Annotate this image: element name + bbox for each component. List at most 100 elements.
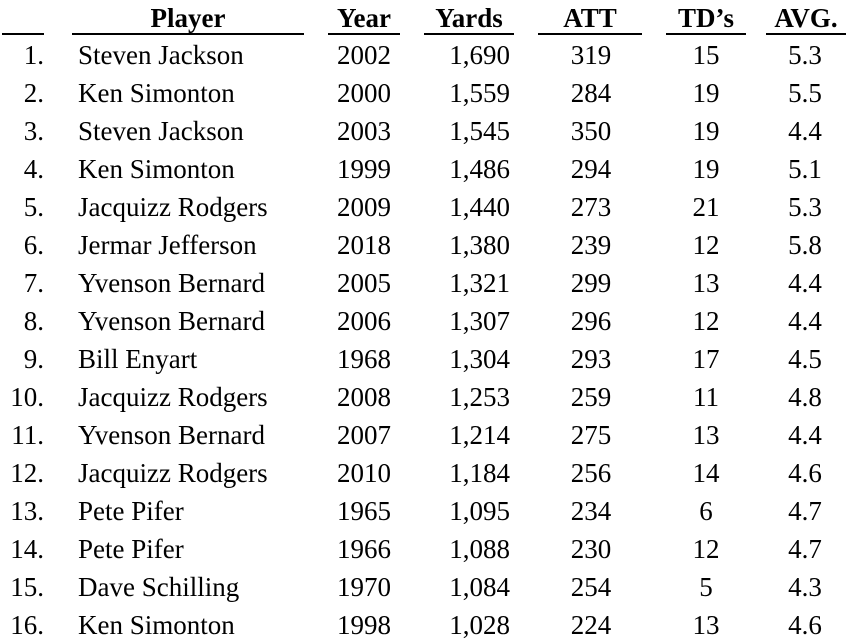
td-cell: 14 <box>692 458 720 488</box>
avg-cell: 4.8 <box>788 382 822 412</box>
player-cell: Steven Jackson <box>78 40 244 70</box>
player-cell: Jermar Jefferson <box>78 230 257 260</box>
rank-cell: 6. <box>23 230 44 260</box>
avg-cell: 5.3 <box>788 192 822 222</box>
player-cell: Steven Jackson <box>78 116 244 146</box>
table-row: 3. Steven Jackson 2003 1,545 350 19 4.4 <box>0 112 851 150</box>
yards-cell: 1,307 <box>449 306 510 336</box>
att-cell: 273 <box>570 192 612 222</box>
yards-cell: 1,690 <box>449 40 510 70</box>
player-cell: Ken Simonton <box>78 78 235 108</box>
table-row: 8. Yvenson Bernard 2006 1,307 296 12 4.4 <box>0 302 851 340</box>
yards-cell: 1,559 <box>449 78 510 108</box>
year-cell: 2008 <box>337 382 391 412</box>
yards-cell: 1,545 <box>449 116 510 146</box>
td-cell: 12 <box>692 306 720 336</box>
rank-header-underline <box>2 33 44 35</box>
td-cell: 21 <box>692 192 720 222</box>
att-cell: 239 <box>570 230 612 260</box>
player-cell: Bill Enyart <box>78 344 198 374</box>
avg-header: AVG. <box>774 3 838 33</box>
table-row: 1. Steven Jackson 2002 1,690 319 15 5.3 <box>0 36 851 74</box>
rank-cell: 2. <box>23 78 44 108</box>
year-cell: 2005 <box>337 268 391 298</box>
td-cell: 6 <box>699 496 713 526</box>
avg-cell: 4.7 <box>788 534 822 564</box>
yards-cell: 1,321 <box>449 268 510 298</box>
rank-cell: 13. <box>10 496 44 526</box>
avg-cell: 4.4 <box>788 116 822 146</box>
year-cell: 2006 <box>337 306 391 336</box>
table-row: 16. Ken Simonton 1998 1,028 224 13 4.6 <box>0 606 851 644</box>
att-header-underline <box>538 33 642 35</box>
yards-cell: 1,084 <box>449 572 510 602</box>
year-cell: 1965 <box>337 496 391 526</box>
player-header-underline <box>72 33 304 35</box>
yards-header: Yards <box>435 3 503 33</box>
avg-cell: 5.8 <box>788 230 822 260</box>
att-cell: 224 <box>570 610 612 640</box>
rank-cell: 12. <box>10 458 44 488</box>
yards-cell: 1,486 <box>449 154 510 184</box>
td-cell: 13 <box>692 268 720 298</box>
att-cell: 293 <box>570 344 612 374</box>
avg-cell: 5.1 <box>788 154 822 184</box>
rank-cell: 11. <box>11 420 44 450</box>
table-row: 2. Ken Simonton 2000 1,559 284 19 5.5 <box>0 74 851 112</box>
rank-cell: 14. <box>10 534 44 564</box>
avg-cell: 5.5 <box>788 78 822 108</box>
td-cell: 5 <box>699 572 713 602</box>
year-cell: 2002 <box>337 40 391 70</box>
td-cell: 15 <box>692 40 720 70</box>
rank-cell: 5. <box>23 192 44 222</box>
table-row: 5. Jacquizz Rodgers 2009 1,440 273 21 5.3 <box>0 188 851 226</box>
player-cell: Yvenson Bernard <box>78 306 265 336</box>
rank-cell: 16. <box>10 610 44 640</box>
att-cell: 284 <box>570 78 612 108</box>
avg-cell: 4.5 <box>788 344 822 374</box>
table-row: 11. Yvenson Bernard 2007 1,214 275 13 4.4 <box>0 416 851 454</box>
table-row: 14. Pete Pifer 1966 1,088 230 12 4.7 <box>0 530 851 568</box>
player-cell: Yvenson Bernard <box>78 268 265 298</box>
table-row: 13. Pete Pifer 1965 1,095 234 6 4.7 <box>0 492 851 530</box>
rank-cell: 10. <box>10 382 44 412</box>
player-cell: Jacquizz Rodgers <box>78 192 268 222</box>
table-row: 12. Jacquizz Rodgers 2010 1,184 256 14 4.6 <box>0 454 851 492</box>
td-header: TD’s <box>677 3 734 33</box>
year-cell: 1968 <box>337 344 391 374</box>
td-cell: 13 <box>692 610 720 640</box>
player-cell: Jacquizz Rodgers <box>78 382 268 412</box>
rank-cell: 15. <box>10 572 44 602</box>
att-cell: 275 <box>570 420 612 450</box>
rank-cell: 4. <box>23 154 44 184</box>
player-cell: Pete Pifer <box>78 534 184 564</box>
yards-cell: 1,253 <box>449 382 510 412</box>
att-cell: 350 <box>570 116 612 146</box>
att-cell: 296 <box>570 306 612 336</box>
td-cell: 13 <box>692 420 720 450</box>
player-cell: Ken Simonton <box>78 610 235 640</box>
td-header-underline <box>666 33 746 35</box>
avg-cell: 4.7 <box>788 496 822 526</box>
td-cell: 19 <box>692 116 720 146</box>
avg-cell: 5.3 <box>788 40 822 70</box>
table-row: 15. Dave Schilling 1970 1,084 254 5 4.3 <box>0 568 851 606</box>
avg-cell: 4.4 <box>788 420 822 450</box>
td-cell: 12 <box>692 230 720 260</box>
rank-cell: 9. <box>23 344 44 374</box>
avg-cell: 4.6 <box>788 458 822 488</box>
year-cell: 2003 <box>337 116 391 146</box>
rank-cell: 7. <box>23 268 44 298</box>
year-cell: 2000 <box>337 78 391 108</box>
player-cell: Pete Pifer <box>78 496 184 526</box>
table-row: 10. Jacquizz Rodgers 2008 1,253 259 11 4.8 <box>0 378 851 416</box>
year-header: Year <box>337 3 391 33</box>
att-cell: 230 <box>570 534 612 564</box>
player-cell: Dave Schilling <box>78 572 240 602</box>
td-cell: 19 <box>692 154 720 184</box>
player-cell: Yvenson Bernard <box>78 420 265 450</box>
avg-header-underline <box>766 33 846 35</box>
year-cell: 1999 <box>337 154 391 184</box>
yards-header-underline <box>424 33 514 35</box>
player-cell: Jacquizz Rodgers <box>78 458 268 488</box>
